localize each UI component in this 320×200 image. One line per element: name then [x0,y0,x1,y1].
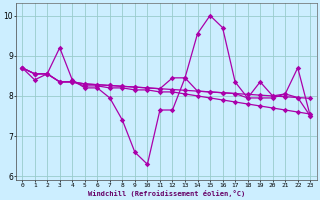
X-axis label: Windchill (Refroidissement éolien,°C): Windchill (Refroidissement éolien,°C) [88,190,245,197]
